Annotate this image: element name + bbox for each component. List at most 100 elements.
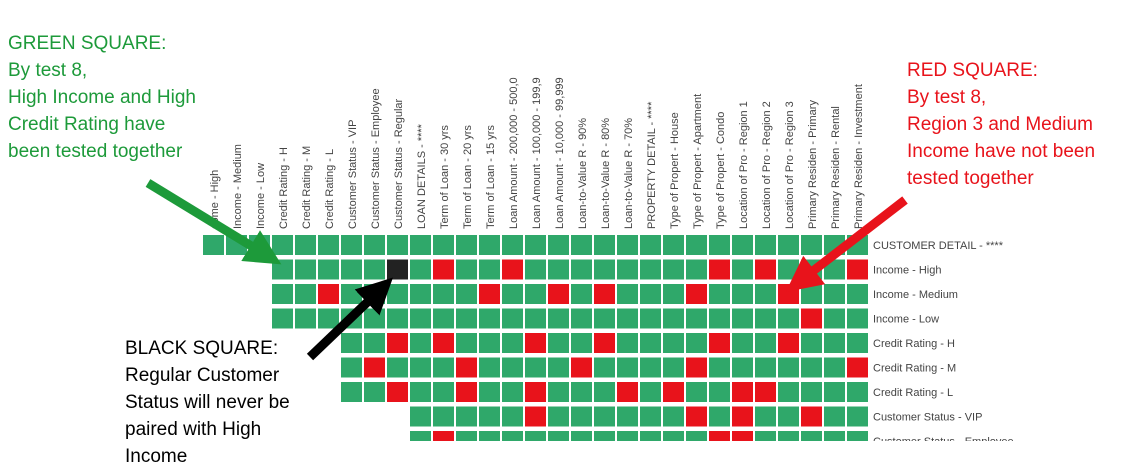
tested-cell	[732, 235, 753, 255]
untested-cell	[456, 357, 477, 378]
row-label: Customer Status - VIP	[873, 411, 982, 423]
tested-cell	[640, 333, 661, 353]
tested-cell	[755, 357, 776, 378]
untested-cell	[502, 259, 523, 280]
tested-cell	[456, 308, 477, 329]
tested-cell	[479, 235, 500, 255]
tested-cell	[364, 259, 385, 280]
tested-cell	[617, 308, 638, 329]
column-label: Loan Amount - 200,000 - 500,0	[508, 77, 520, 229]
tested-cell	[640, 259, 661, 280]
tested-cell	[456, 259, 477, 280]
tested-cell	[341, 357, 362, 378]
column-label: LOAN DETAILS - ****	[416, 123, 428, 229]
tested-cell	[479, 333, 500, 353]
untested-cell	[686, 357, 707, 378]
row-label: Credit Rating - L	[873, 387, 953, 399]
tested-cell	[640, 382, 661, 402]
tested-cell	[594, 235, 615, 255]
row-label: Income - High	[873, 264, 941, 276]
tested-cell	[686, 431, 707, 441]
tested-cell	[801, 333, 822, 353]
untested-cell	[755, 382, 776, 402]
tested-cell	[755, 235, 776, 255]
tested-cell	[709, 406, 730, 427]
tested-cell	[203, 235, 224, 255]
tested-cell	[663, 406, 684, 427]
tested-cell	[801, 284, 822, 304]
tested-cell	[525, 308, 546, 329]
green-annotation: Credit Rating have	[8, 114, 165, 135]
tested-cell	[778, 308, 799, 329]
tested-cell	[433, 308, 454, 329]
never-cell	[387, 259, 408, 280]
tested-cell	[433, 235, 454, 255]
tested-cell	[479, 357, 500, 378]
tested-cell	[801, 235, 822, 255]
tested-cell	[525, 235, 546, 255]
tested-cell	[410, 357, 431, 378]
tested-cell	[755, 431, 776, 441]
tested-cell	[295, 308, 316, 329]
tested-cell	[778, 431, 799, 441]
red-annotation: Income have not been	[907, 141, 1095, 162]
tested-cell	[824, 308, 845, 329]
tested-cell	[571, 235, 592, 255]
tested-cell	[341, 235, 362, 255]
tested-cell	[571, 259, 592, 280]
column-labels: come - High Income - Medium Income - Low Cr…	[209, 77, 865, 229]
column-label: Credit Rating - H	[278, 147, 290, 229]
tested-cell	[502, 284, 523, 304]
green-annotation: By test 8,	[8, 60, 87, 81]
tested-cell	[755, 406, 776, 427]
column-label: Location of Pro - Region 2	[761, 101, 773, 229]
tested-cell	[663, 259, 684, 280]
untested-cell	[709, 259, 730, 280]
black-arrow	[306, 277, 394, 361]
tested-cell	[548, 357, 569, 378]
untested-cell	[433, 431, 454, 441]
column-label: come - High	[209, 170, 221, 229]
tested-cell	[594, 357, 615, 378]
tested-cell	[663, 235, 684, 255]
column-label: Location of Pro - Region 1	[738, 101, 750, 229]
tested-cell	[617, 259, 638, 280]
column-label: Term of Loan - 15 yrs	[485, 125, 497, 229]
tested-cell	[548, 333, 569, 353]
black-annotation: paired with High	[125, 419, 261, 440]
tested-cell	[410, 382, 431, 402]
untested-cell	[755, 259, 776, 280]
untested-cell	[709, 431, 730, 441]
tested-cell	[617, 284, 638, 304]
tested-cell	[410, 308, 431, 329]
tested-cell	[847, 406, 868, 427]
tested-cell	[410, 406, 431, 427]
tested-cell	[617, 431, 638, 441]
column-label: Loan-to-Value R - 70%	[623, 118, 635, 229]
tested-cell	[341, 284, 362, 304]
tested-cell	[479, 382, 500, 402]
tested-cell	[387, 308, 408, 329]
tested-cell	[548, 235, 569, 255]
tested-cell	[824, 259, 845, 280]
untested-cell	[617, 382, 638, 402]
tested-cell	[295, 259, 316, 280]
tested-cell	[663, 333, 684, 353]
black-annotation: BLACK SQUARE:	[125, 338, 278, 359]
tested-cell	[571, 284, 592, 304]
row-label: Credit Rating - H	[873, 338, 955, 350]
tested-cell	[295, 284, 316, 304]
tested-cell	[410, 284, 431, 304]
tested-cell	[272, 259, 293, 280]
untested-cell	[732, 382, 753, 402]
tested-cell	[548, 259, 569, 280]
tested-cell	[663, 357, 684, 378]
column-label: Primary Residen - Rental	[830, 106, 842, 229]
tested-cell	[433, 382, 454, 402]
untested-cell	[525, 406, 546, 427]
tested-cell	[755, 308, 776, 329]
tested-cell	[732, 333, 753, 353]
tested-cell	[456, 235, 477, 255]
column-label: Primary Residen - Investment	[853, 84, 865, 229]
